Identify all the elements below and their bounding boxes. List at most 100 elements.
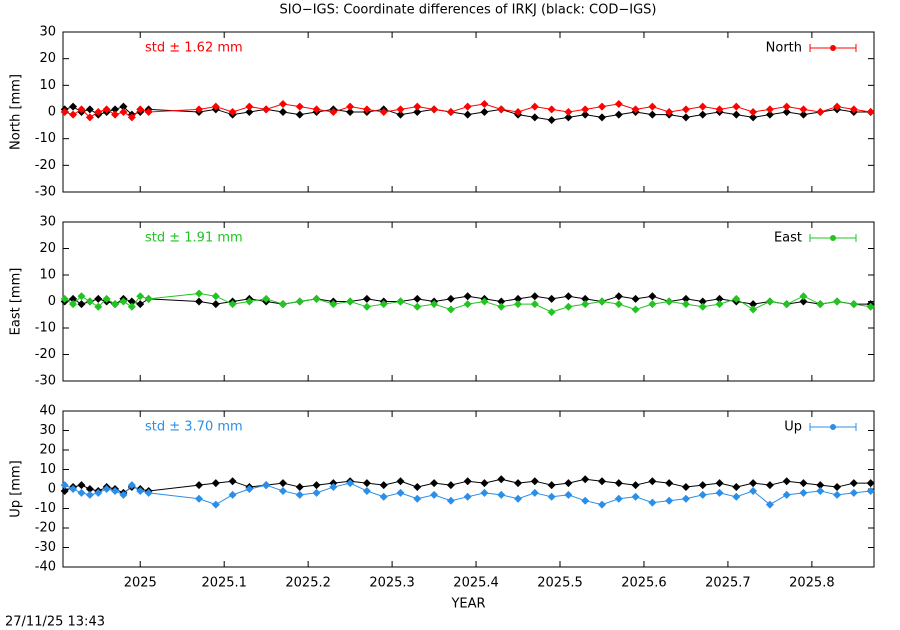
data-point [480, 297, 489, 306]
data-point [119, 108, 128, 116]
data-point [833, 490, 842, 499]
data-point [581, 300, 590, 309]
data-point [749, 486, 758, 495]
y-tick-label: -20 [35, 347, 56, 362]
series-line [64, 293, 871, 313]
data-point [312, 481, 321, 490]
data-point [102, 485, 111, 493]
data-point [799, 105, 808, 114]
annotation: std ± 1.91 mm [145, 231, 243, 246]
data-point [295, 102, 304, 111]
legend-marker [830, 45, 836, 51]
data-point [85, 490, 94, 499]
y-tick-label: 10 [39, 462, 56, 477]
data-point [530, 477, 539, 486]
data-point [564, 113, 573, 122]
data-point [614, 292, 623, 301]
data-point [480, 479, 489, 488]
data-point [346, 297, 355, 306]
data-point [732, 294, 741, 303]
data-point [77, 481, 86, 490]
data-point [547, 116, 556, 124]
x-tick-label: 2025.3 [369, 576, 415, 591]
data-point [765, 105, 774, 114]
data-point [833, 483, 842, 492]
legend-label: East [774, 231, 802, 246]
data-point [530, 488, 539, 497]
x-axis-label: YEAR [450, 597, 485, 612]
data-point [782, 490, 791, 499]
data-point [816, 486, 825, 495]
y-axis-label: Up [mm] [9, 460, 24, 517]
data-point [715, 479, 724, 488]
data-point [262, 481, 271, 490]
data-point [346, 479, 355, 488]
data-point [698, 302, 707, 311]
data-point [127, 481, 136, 490]
data-point [749, 305, 758, 314]
data-point [463, 102, 472, 111]
data-point [446, 496, 455, 505]
data-point [463, 477, 472, 486]
data-point [111, 110, 120, 119]
legend-label: Up [784, 420, 802, 435]
data-point [228, 490, 237, 499]
annotation: std ± 1.62 mm [145, 41, 243, 56]
y-tick-label: 30 [39, 25, 56, 40]
data-point [85, 105, 94, 114]
data-point [111, 486, 120, 495]
data-point [698, 490, 707, 499]
data-point [329, 108, 338, 116]
data-point [597, 500, 606, 509]
data-point [262, 294, 271, 303]
data-point [362, 479, 371, 488]
data-point [497, 105, 506, 114]
data-point [94, 294, 103, 303]
data-point [648, 110, 657, 119]
data-point [732, 102, 741, 111]
data-point [211, 102, 220, 111]
data-point [732, 492, 741, 501]
data-point [396, 297, 405, 306]
data-point [514, 108, 523, 116]
data-point [446, 305, 455, 314]
data-point [799, 110, 808, 119]
data-point [413, 494, 422, 503]
data-point [69, 110, 78, 119]
data-point [94, 302, 103, 311]
data-point [119, 297, 128, 306]
data-point [295, 490, 304, 499]
y-tick-label: -30 [35, 540, 56, 555]
data-point [379, 481, 388, 490]
data-point [597, 102, 606, 111]
data-point [69, 102, 78, 111]
data-point [849, 105, 858, 114]
data-point [749, 479, 758, 488]
data-point [665, 479, 674, 488]
data-point [111, 105, 120, 114]
data-point [547, 308, 556, 317]
x-tick-label: 2025.6 [621, 576, 667, 591]
data-point [597, 477, 606, 486]
data-point [816, 481, 825, 490]
data-point [648, 300, 657, 309]
data-point [77, 105, 86, 114]
data-point [681, 105, 690, 114]
data-point [362, 486, 371, 495]
data-point [245, 297, 254, 306]
y-tick-label: -20 [35, 521, 56, 536]
data-point [127, 302, 136, 311]
data-point [547, 294, 556, 303]
data-point [497, 297, 506, 306]
y-tick-label: -30 [35, 374, 56, 389]
data-point [136, 486, 145, 495]
data-point [597, 297, 606, 306]
data-point [715, 105, 724, 114]
data-point [497, 302, 506, 311]
data-point [497, 490, 506, 499]
data-point [530, 300, 539, 309]
data-point [765, 481, 774, 490]
data-point [195, 105, 204, 114]
data-point [195, 297, 204, 306]
